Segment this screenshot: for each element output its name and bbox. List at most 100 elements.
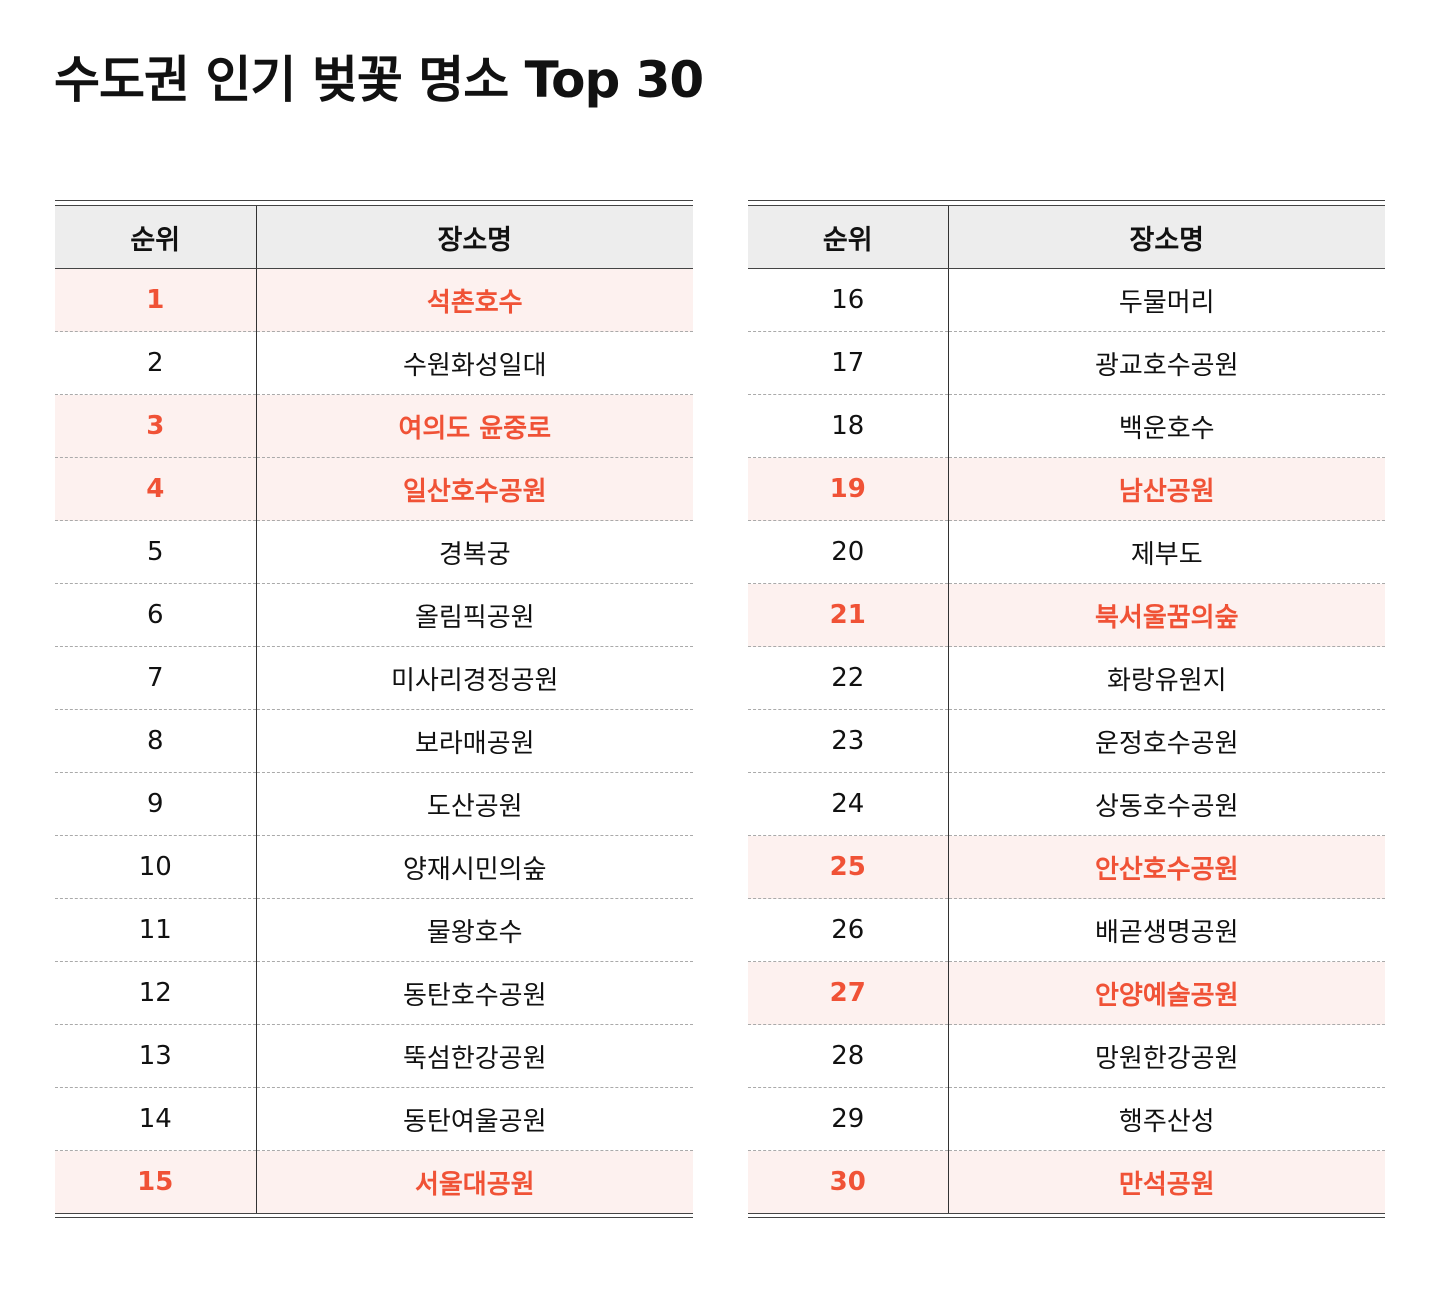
rank-cell: 15 bbox=[55, 1150, 257, 1213]
place-name-cell: 물왕호수 bbox=[256, 898, 693, 962]
table-row: 18 백운호수 bbox=[748, 394, 1385, 458]
place-name-cell: 안양예술공원 bbox=[948, 961, 1385, 1025]
place-name-cell: 도산공원 bbox=[256, 772, 693, 836]
rank-cell: 18 bbox=[748, 394, 949, 458]
place-name-cell: 미사리경정공원 bbox=[256, 646, 693, 710]
table-row: 24 상동호수공원 bbox=[748, 772, 1385, 836]
table-row: 5 경복궁 bbox=[55, 520, 693, 584]
table-row: 10 양재시민의숲 bbox=[55, 835, 693, 899]
table-row: 28 망원한강공원 bbox=[748, 1024, 1385, 1088]
table-header: 순위 장소명 bbox=[748, 206, 1385, 269]
table-row: 16 두물머리 bbox=[748, 268, 1385, 332]
rank-cell: 14 bbox=[55, 1087, 257, 1151]
table-row-highlighted: 4 일산호수공원 bbox=[55, 457, 693, 521]
table-row-highlighted: 1 석촌호수 bbox=[55, 268, 693, 332]
table-row: 26 배곧생명공원 bbox=[748, 898, 1385, 962]
table-row: 22 화랑유원지 bbox=[748, 646, 1385, 710]
place-name-cell: 뚝섬한강공원 bbox=[256, 1024, 693, 1088]
place-name-cell: 상동호수공원 bbox=[948, 772, 1385, 836]
table-row-highlighted: 30 만석공원 bbox=[748, 1150, 1385, 1213]
rank-cell: 2 bbox=[55, 331, 257, 395]
rank-cell: 9 bbox=[55, 772, 257, 836]
place-name-cell: 동탄여울공원 bbox=[256, 1087, 693, 1151]
table-header: 순위 장소명 bbox=[55, 206, 693, 269]
place-name-cell: 운정호수공원 bbox=[948, 709, 1385, 773]
place-name-cell: 경복궁 bbox=[256, 520, 693, 584]
place-name-cell: 동탄호수공원 bbox=[256, 961, 693, 1025]
place-name-cell: 배곧생명공원 bbox=[948, 898, 1385, 962]
rank-cell: 5 bbox=[55, 520, 257, 584]
rank-cell: 7 bbox=[55, 646, 257, 710]
rank-cell: 6 bbox=[55, 583, 257, 647]
rank-cell: 4 bbox=[55, 457, 257, 521]
rank-cell: 13 bbox=[55, 1024, 257, 1088]
page-title: 수도권 인기 벚꽃 명소 Top 30 bbox=[54, 51, 704, 109]
table-row: 11 물왕호수 bbox=[55, 898, 693, 962]
table-row: 7 미사리경정공원 bbox=[55, 646, 693, 710]
table-row: 12 동탄호수공원 bbox=[55, 961, 693, 1025]
place-name-cell: 올림픽공원 bbox=[256, 583, 693, 647]
table-bottom-border bbox=[748, 1213, 1385, 1218]
place-name-cell: 망원한강공원 bbox=[948, 1024, 1385, 1088]
rank-cell: 27 bbox=[748, 961, 949, 1025]
place-name-cell: 보라매공원 bbox=[256, 709, 693, 773]
place-name-cell: 여의도 윤중로 bbox=[256, 394, 693, 458]
rank-cell: 23 bbox=[748, 709, 949, 773]
place-name-cell: 백운호수 bbox=[948, 394, 1385, 458]
rank-cell: 11 bbox=[55, 898, 257, 962]
place-name-cell: 양재시민의숲 bbox=[256, 835, 693, 899]
rank-cell: 16 bbox=[748, 268, 949, 332]
place-name-cell: 두물머리 bbox=[948, 268, 1385, 332]
table-top-border bbox=[748, 200, 1385, 206]
table-row-highlighted: 25 안산호수공원 bbox=[748, 835, 1385, 899]
place-name-cell: 만석공원 bbox=[948, 1150, 1385, 1213]
rank-cell: 3 bbox=[55, 394, 257, 458]
ranking-table-left: 순위 장소명 1 석촌호수 2 수원화성일대 3 여의도 윤중로 4 일산호수공원 5 경복궁 6 올… bbox=[55, 200, 693, 1218]
table-row: 13 뚝섬한강공원 bbox=[55, 1024, 693, 1088]
rank-cell: 12 bbox=[55, 961, 257, 1025]
table-row-highlighted: 3 여의도 윤중로 bbox=[55, 394, 693, 458]
table-top-border bbox=[55, 200, 693, 206]
header-rank: 순위 bbox=[55, 206, 257, 269]
table-row: 23 운정호수공원 bbox=[748, 709, 1385, 773]
table-row: 6 올림픽공원 bbox=[55, 583, 693, 647]
place-name-cell: 행주산성 bbox=[948, 1087, 1385, 1151]
place-name-cell: 광교호수공원 bbox=[948, 331, 1385, 395]
table-row-highlighted: 15 서울대공원 bbox=[55, 1150, 693, 1213]
table-row: 9 도산공원 bbox=[55, 772, 693, 836]
table-row-highlighted: 19 남산공원 bbox=[748, 457, 1385, 521]
place-name-cell: 남산공원 bbox=[948, 457, 1385, 521]
place-name-cell: 화랑유원지 bbox=[948, 646, 1385, 710]
rank-cell: 20 bbox=[748, 520, 949, 584]
rank-cell: 24 bbox=[748, 772, 949, 836]
table-row: 14 동탄여울공원 bbox=[55, 1087, 693, 1151]
table-row: 29 행주산성 bbox=[748, 1087, 1385, 1151]
place-name-cell: 서울대공원 bbox=[256, 1150, 693, 1213]
rank-cell: 21 bbox=[748, 583, 949, 647]
rank-cell: 29 bbox=[748, 1087, 949, 1151]
table-row: 8 보라매공원 bbox=[55, 709, 693, 773]
header-name: 장소명 bbox=[948, 206, 1385, 269]
place-name-cell: 석촌호수 bbox=[256, 268, 693, 332]
rank-cell: 1 bbox=[55, 268, 257, 332]
rank-cell: 30 bbox=[748, 1150, 949, 1213]
table-row-highlighted: 27 안양예술공원 bbox=[748, 961, 1385, 1025]
header-rank: 순위 bbox=[748, 206, 949, 269]
table-row-highlighted: 21 북서울꿈의숲 bbox=[748, 583, 1385, 647]
rank-cell: 26 bbox=[748, 898, 949, 962]
table-row: 20 제부도 bbox=[748, 520, 1385, 584]
table-row: 2 수원화성일대 bbox=[55, 331, 693, 395]
ranking-table-right: 순위 장소명 16 두물머리 17 광교호수공원 18 백운호수 19 남산공원 20 제부도 21… bbox=[748, 200, 1385, 1218]
place-name-cell: 일산호수공원 bbox=[256, 457, 693, 521]
rank-cell: 22 bbox=[748, 646, 949, 710]
place-name-cell: 안산호수공원 bbox=[948, 835, 1385, 899]
rank-cell: 25 bbox=[748, 835, 949, 899]
rank-cell: 10 bbox=[55, 835, 257, 899]
place-name-cell: 수원화성일대 bbox=[256, 331, 693, 395]
rank-cell: 8 bbox=[55, 709, 257, 773]
header-name: 장소명 bbox=[256, 206, 693, 269]
place-name-cell: 북서울꿈의숲 bbox=[948, 583, 1385, 647]
rank-cell: 17 bbox=[748, 331, 949, 395]
rank-cell: 28 bbox=[748, 1024, 949, 1088]
place-name-cell: 제부도 bbox=[948, 520, 1385, 584]
